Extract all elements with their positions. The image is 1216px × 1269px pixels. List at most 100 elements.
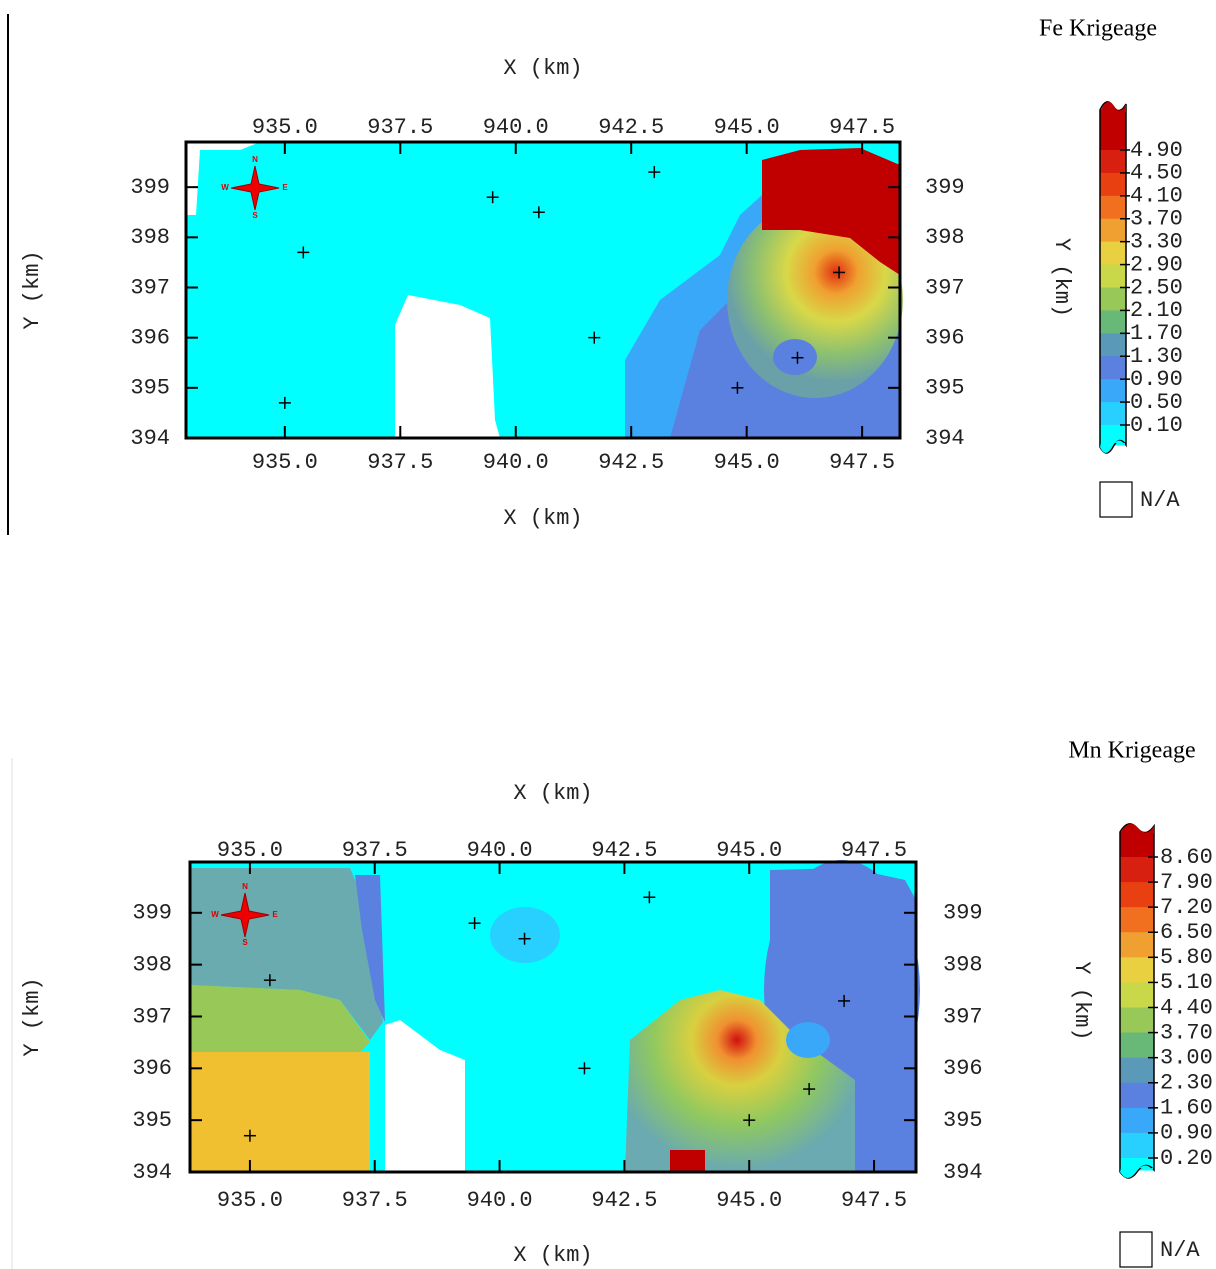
na-swatch xyxy=(1119,1231,1153,1268)
y-tick-label: 394 xyxy=(943,1160,983,1185)
colorbar-label: 0.50 xyxy=(1130,390,1183,415)
compass: N E S W xyxy=(211,882,278,947)
x-tick-label: 942.5 xyxy=(591,1188,657,1213)
y-tick-label: 397 xyxy=(132,1004,172,1029)
x-tick-label: 947.5 xyxy=(841,1188,907,1213)
y-tick-label: 395 xyxy=(132,1108,172,1133)
colorbar-segment xyxy=(1120,957,1154,983)
y-tick-label: 398 xyxy=(132,952,172,977)
colorbar-label: 4.40 xyxy=(1160,995,1213,1020)
na-label: N/A xyxy=(1140,488,1180,513)
y-tick-label: 399 xyxy=(925,175,965,200)
y-tick-label: 399 xyxy=(132,901,172,926)
sample-point xyxy=(588,331,601,344)
y-tick-label: 397 xyxy=(943,1004,983,1029)
x-tick-label: 947.5 xyxy=(829,115,895,140)
colorbar-axis-label: Y (km) xyxy=(1049,238,1074,317)
y-tick-label: 395 xyxy=(925,376,965,401)
colorbar-segment xyxy=(1100,172,1126,197)
x-tick-label: 935.0 xyxy=(217,838,283,863)
colorbar-segment xyxy=(1120,1082,1154,1109)
y-tick-label: 396 xyxy=(925,325,965,350)
x-tick-label: 947.5 xyxy=(841,838,907,863)
colorbar-axis-label: Y (km) xyxy=(1069,961,1094,1040)
colorbar-segment xyxy=(1100,333,1126,357)
colorbar-label: 2.10 xyxy=(1130,298,1183,323)
sample-point xyxy=(297,246,310,259)
compass-letter: S xyxy=(252,211,258,220)
colorbar-segment xyxy=(1100,241,1126,266)
plot-frame xyxy=(184,140,902,440)
y-tick-label: 398 xyxy=(943,952,983,977)
colorbar-label: 0.10 xyxy=(1130,413,1183,438)
x-axis-label: X (km) xyxy=(513,781,592,806)
colorbar-segment xyxy=(1120,1107,1154,1134)
colorbar-segment xyxy=(1100,218,1126,243)
x-axis-label: X (km) xyxy=(503,56,582,81)
colorbar-segment xyxy=(1100,402,1126,426)
x-tick-label: 935.0 xyxy=(252,115,318,140)
sample-point xyxy=(838,994,851,1007)
x-tick-label: 935.0 xyxy=(252,450,318,475)
sample-point xyxy=(278,396,291,409)
colorbar-segment xyxy=(1100,379,1126,403)
colorbar-label: 4.90 xyxy=(1130,138,1183,163)
y-tick-label: 397 xyxy=(925,275,965,300)
colorbar-segment xyxy=(1120,1032,1154,1059)
colorbar-label: 3.70 xyxy=(1130,207,1183,232)
compass: N E S W xyxy=(221,155,288,220)
colorbar-segment xyxy=(1120,882,1154,908)
y-tick-label: 396 xyxy=(132,1056,172,1081)
colorbar-label: 0.20 xyxy=(1160,1146,1213,1171)
compass-letter: N xyxy=(252,155,258,164)
y-axis-label: Y (km) xyxy=(20,250,45,329)
colorbar-top xyxy=(1101,101,1126,112)
colorbar-label: 8.60 xyxy=(1160,845,1213,870)
colorbar-segment xyxy=(1100,110,1126,151)
x-axis-label: X (km) xyxy=(513,1243,592,1268)
colorbar-bottom xyxy=(1100,440,1125,453)
colorbar-label: 2.30 xyxy=(1160,1071,1213,1096)
sample-point xyxy=(578,1062,591,1075)
fe-surface xyxy=(186,142,903,438)
compass-letter: W xyxy=(211,910,219,919)
y-tick-label: 399 xyxy=(130,175,170,200)
sample-point xyxy=(468,917,481,930)
y-tick-label: 395 xyxy=(943,1108,983,1133)
x-tick-label: 945.0 xyxy=(716,838,782,863)
colorbar-label: 2.90 xyxy=(1130,252,1183,277)
sample-point xyxy=(643,891,656,904)
sample-point xyxy=(803,1083,816,1096)
colorbar-segment xyxy=(1100,264,1126,288)
colorbar-segment xyxy=(1100,310,1126,334)
y-tick-label: 397 xyxy=(130,275,170,300)
compass-star xyxy=(220,892,270,938)
colorbar-label: 1.60 xyxy=(1160,1096,1213,1121)
colorbar-label: 2.50 xyxy=(1130,275,1183,300)
colorbar-label: 4.50 xyxy=(1130,161,1183,186)
colorbar-segment xyxy=(1100,150,1126,174)
x-tick-label: 942.5 xyxy=(598,115,664,140)
colorbar-segment xyxy=(1120,832,1154,858)
y-tick-label: 395 xyxy=(130,376,170,401)
sample-point xyxy=(518,932,531,945)
compass-letter: N xyxy=(242,882,248,891)
sample-point xyxy=(532,206,545,219)
y-tick-label: 394 xyxy=(130,426,170,451)
colorbar-segment xyxy=(1120,1057,1154,1084)
x-tick-label: 942.5 xyxy=(591,838,657,863)
sample-point xyxy=(791,351,804,364)
x-tick-label: 937.5 xyxy=(342,838,408,863)
colorbar-segment xyxy=(1100,356,1126,380)
x-axis-label: X (km) xyxy=(503,506,582,531)
compass-letter: S xyxy=(242,938,248,947)
mn-surface xyxy=(190,860,920,1172)
compass-letter: W xyxy=(221,183,229,192)
compass-letter: E xyxy=(282,183,288,192)
sample-point xyxy=(263,974,276,987)
x-tick-label: 940.0 xyxy=(467,838,533,863)
x-tick-label: 937.5 xyxy=(367,450,433,475)
colorbar-label: 3.70 xyxy=(1160,1020,1213,1045)
